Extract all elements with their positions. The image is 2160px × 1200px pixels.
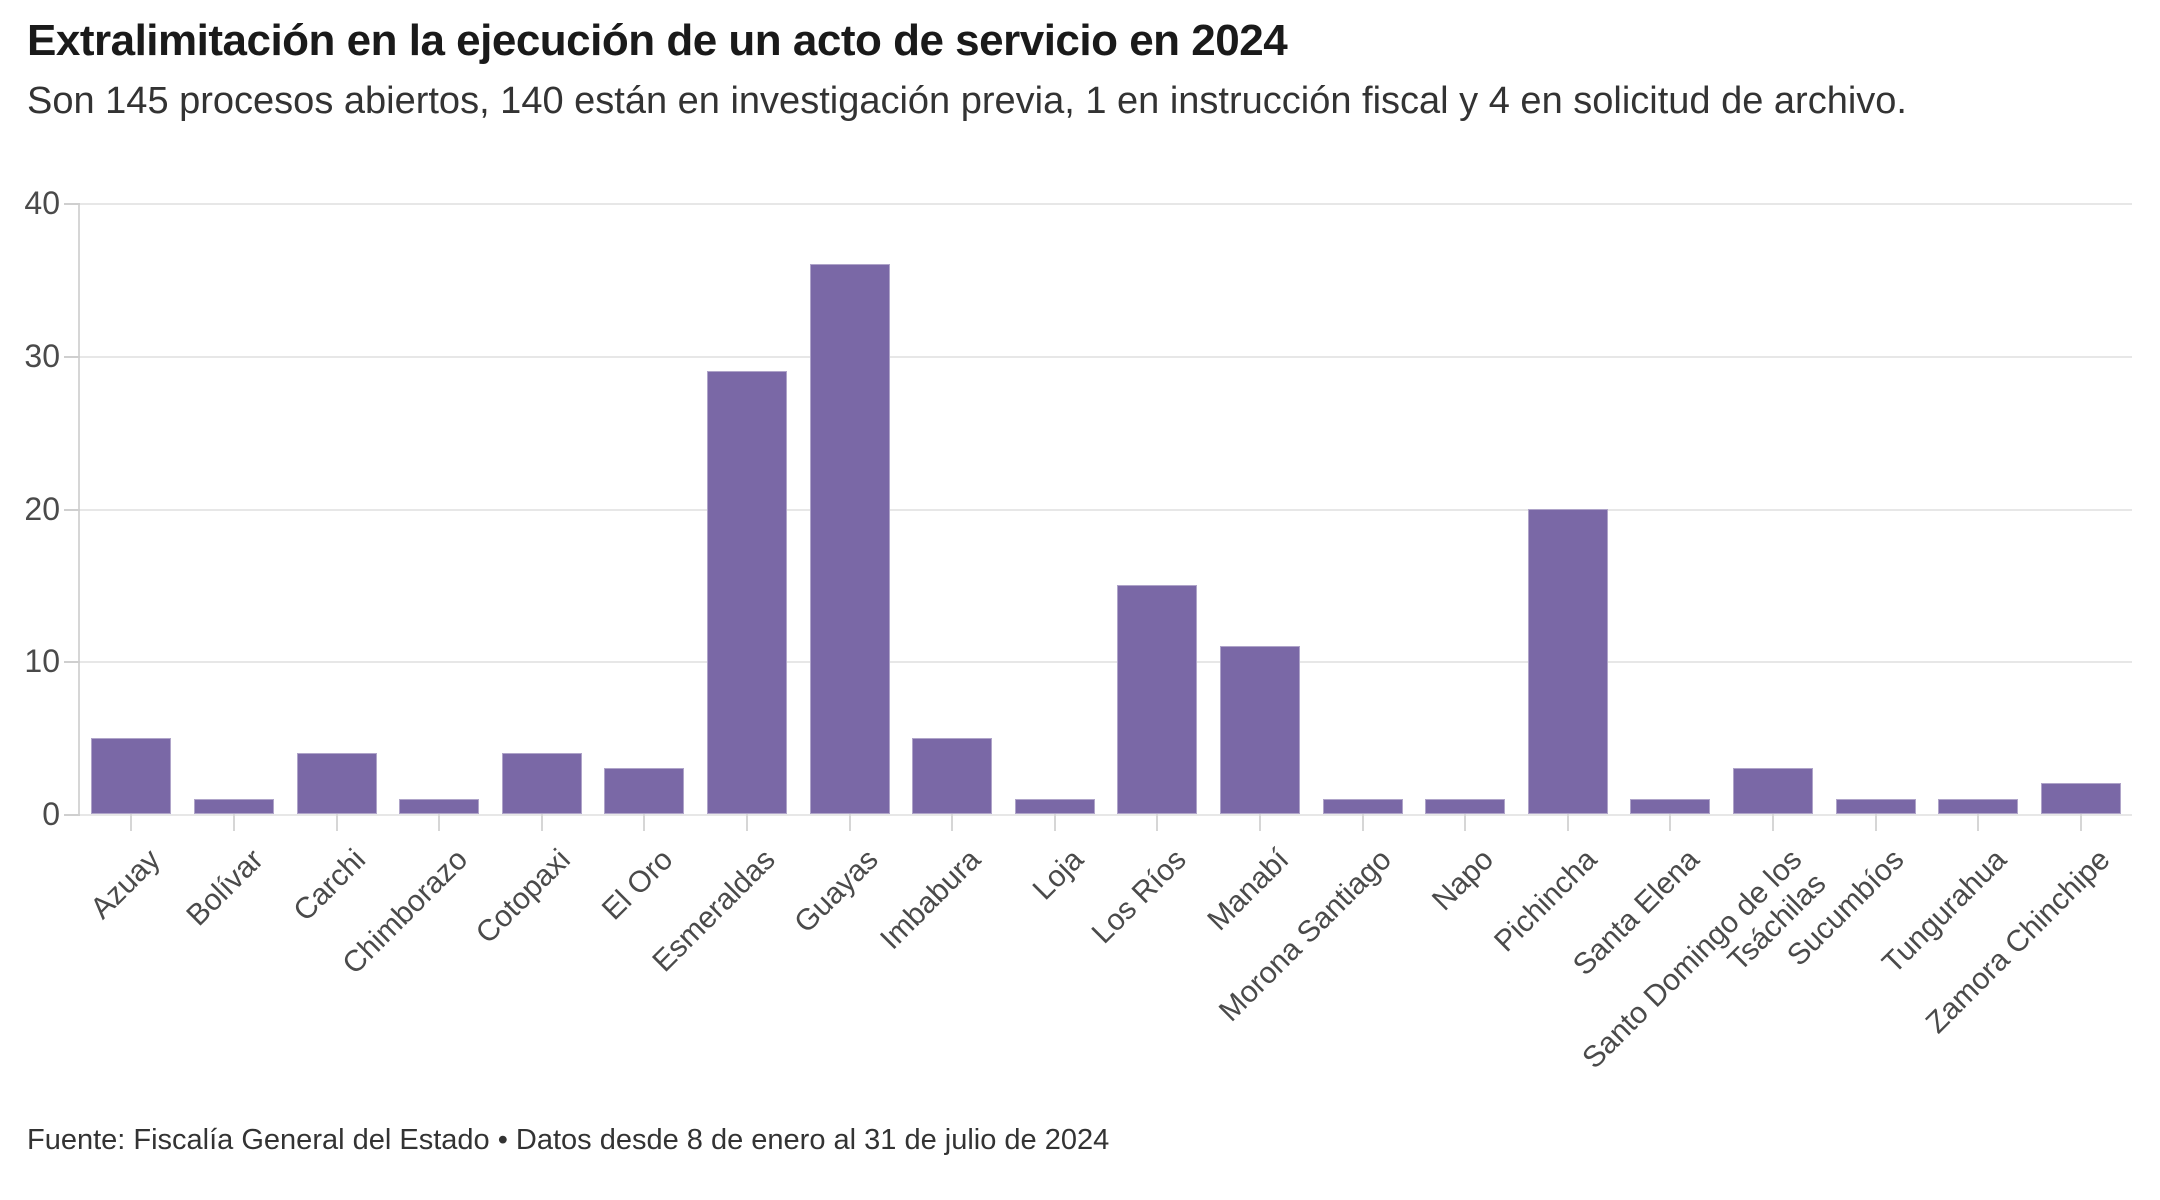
bar-imbabura[interactable] (912, 737, 993, 814)
bar-los-r-os[interactable] (1117, 584, 1198, 814)
bar-pichincha[interactable] (1527, 508, 1608, 814)
bar-bol-var[interactable] (193, 798, 274, 814)
chart-title: Extralimitación en la ejecución de un ac… (27, 16, 1288, 65)
y-axis-tick (64, 203, 80, 205)
y-axis-tick-label: 20 (24, 490, 60, 527)
x-axis-tick (335, 814, 338, 831)
x-axis-tick (1771, 814, 1774, 831)
x-axis-tick (1258, 814, 1261, 831)
x-axis-tick-label: Imbabura (874, 843, 988, 956)
x-axis-tick-label: Zamora Chinchipe (1919, 843, 2117, 1040)
x-axis-tick-label: Carchi (287, 843, 372, 928)
bar-tungurahua[interactable] (1938, 798, 2019, 814)
x-axis-tick-label: Manabí (1201, 843, 1296, 938)
bar-el-oro[interactable] (604, 768, 685, 814)
chart-source-note: Fuente: Fiscalía General del Estado • Da… (27, 1124, 1110, 1156)
y-axis-tick (64, 508, 80, 511)
bar-santa-elena[interactable] (1630, 798, 1711, 814)
x-axis-tick (1156, 814, 1159, 831)
chart-subtitle: Son 145 procesos abiertos, 140 están en … (27, 80, 1907, 122)
x-axis-tick (1977, 814, 1980, 831)
plot-area: 0 10 20 30 40 Azuay Bolívar Carchi Chimborazo Cot… (24, 187, 2132, 1075)
bar-azuay[interactable] (91, 737, 172, 814)
y-axis-tick (64, 814, 80, 816)
x-axis-tick (540, 814, 543, 831)
x-axis-tick (130, 814, 133, 831)
x-axis-tick-label: Cotopaxi (469, 843, 578, 951)
x-axis-tick-label: Santo Domingo de los Tsáchilas (1576, 843, 1833, 1076)
x-axis-tick-label: Bolívar (179, 843, 270, 933)
x-axis-tick (438, 814, 441, 831)
y-axis-tick (64, 661, 80, 664)
x-axis-tick (1566, 814, 1569, 831)
gridline-10 (80, 661, 2132, 664)
x-axis-tick (1464, 814, 1467, 831)
gridline-20 (80, 508, 2132, 511)
y-axis-tick (64, 355, 80, 358)
bar-morona-santiago[interactable] (1322, 798, 1403, 814)
bar-zamora-chinchipe[interactable] (2040, 783, 2121, 814)
bar-cotopaxi[interactable] (501, 752, 582, 814)
x-axis-tick (848, 814, 851, 831)
x-axis-tick (745, 814, 748, 831)
bar-napo[interactable] (1425, 798, 1506, 814)
bar-loja[interactable] (1014, 798, 1095, 814)
bar-esmeraldas[interactable] (706, 371, 787, 814)
x-axis-tick-label: Los Ríos (1085, 843, 1193, 951)
bar-manab-[interactable] (1219, 645, 1300, 814)
x-axis-tick-label: Morona Santiago (1212, 843, 1398, 1028)
x-axis-tick (1053, 814, 1056, 831)
gridline-0 (80, 814, 2132, 816)
x-axis-tick (951, 814, 954, 831)
x-axis-tick (1361, 814, 1364, 831)
x-axis-tick-label: Loja (1026, 843, 1091, 907)
gridline-30 (80, 355, 2132, 358)
bar-chimborazo[interactable] (399, 798, 480, 814)
x-axis-tick-label: Guayas (788, 843, 885, 940)
x-axis-tick-label: El Oro (596, 843, 680, 927)
x-axis-tick (1874, 814, 1877, 831)
x-axis-tick (643, 814, 646, 831)
y-axis-tick-label: 0 (42, 796, 60, 832)
bar-carchi[interactable] (296, 752, 377, 814)
bar-sucumb-os[interactable] (1835, 798, 1916, 814)
bar-guayas[interactable] (809, 264, 890, 814)
x-axis-tick (232, 814, 235, 831)
x-axis-tick (2079, 814, 2082, 831)
x-axis-tick (1669, 814, 1672, 831)
gridline-40 (80, 203, 2132, 205)
x-axis-tick-label: Azuay (84, 843, 167, 926)
y-axis-tick-label: 30 (24, 337, 60, 374)
y-axis-tick-label: 40 (24, 185, 60, 221)
y-axis-tick-label: 10 (24, 643, 60, 680)
x-axis-tick-label: Napo (1426, 843, 1501, 918)
bar-santo-domingo-de-los-ts-chilas[interactable] (1732, 768, 1813, 814)
